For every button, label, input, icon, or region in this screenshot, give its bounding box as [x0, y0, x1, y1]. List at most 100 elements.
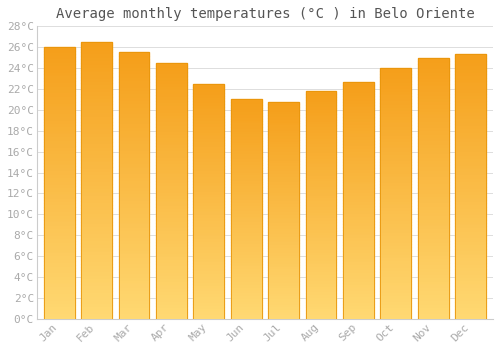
Bar	[44, 78, 74, 81]
Bar	[306, 242, 336, 245]
Bar	[81, 250, 112, 253]
Bar	[418, 133, 448, 136]
Bar	[156, 284, 186, 287]
Bar	[268, 102, 299, 319]
Bar	[343, 150, 374, 153]
Bar	[81, 63, 112, 66]
Bar	[418, 87, 448, 90]
Bar	[81, 194, 112, 198]
Bar	[343, 99, 374, 103]
Bar	[380, 140, 411, 143]
Bar	[81, 295, 112, 298]
Bar	[194, 263, 224, 266]
Bar	[44, 122, 74, 125]
Bar	[194, 216, 224, 219]
Bar	[194, 293, 224, 295]
Bar	[44, 207, 74, 210]
Bar	[380, 244, 411, 247]
Bar	[306, 122, 336, 125]
Bar	[306, 199, 336, 202]
Bar	[44, 227, 74, 231]
Bar	[194, 198, 224, 201]
Bar	[343, 313, 374, 316]
Bar	[343, 108, 374, 111]
Bar	[156, 261, 186, 265]
Bar	[156, 216, 186, 220]
Bar	[194, 287, 224, 289]
Bar	[268, 259, 299, 262]
Bar	[456, 88, 486, 91]
Bar	[418, 231, 448, 234]
Bar	[418, 120, 448, 123]
Bar	[194, 237, 224, 239]
Bar	[156, 175, 186, 178]
Bar	[194, 84, 224, 319]
Bar	[343, 82, 374, 319]
Bar	[81, 174, 112, 177]
Bar	[268, 210, 299, 213]
Bar	[156, 149, 186, 153]
Bar	[81, 264, 112, 267]
Bar	[268, 188, 299, 191]
Bar	[194, 102, 224, 104]
Bar	[268, 140, 299, 142]
Bar	[81, 215, 112, 218]
Bar	[81, 70, 112, 73]
Bar	[81, 132, 112, 135]
Bar	[156, 274, 186, 277]
Bar	[118, 52, 150, 319]
Bar	[306, 219, 336, 222]
Bar	[81, 167, 112, 170]
Bar	[456, 233, 486, 236]
Bar	[44, 217, 74, 220]
Bar	[380, 71, 411, 74]
Bar	[268, 102, 299, 319]
Bar	[118, 126, 150, 129]
Bar	[81, 277, 112, 281]
Bar	[380, 269, 411, 272]
Bar	[380, 285, 411, 288]
Bar	[118, 236, 150, 239]
Bar	[44, 214, 74, 217]
Bar	[268, 118, 299, 120]
Bar	[231, 228, 262, 231]
Bar	[44, 254, 74, 258]
Bar	[380, 218, 411, 222]
Bar	[81, 180, 112, 184]
Bar	[81, 66, 112, 70]
Bar	[456, 246, 486, 250]
Bar	[306, 288, 336, 290]
Bar	[44, 139, 74, 142]
Bar	[156, 140, 186, 143]
Bar	[81, 42, 112, 319]
Bar	[118, 212, 150, 216]
Bar	[418, 103, 448, 107]
Bar	[156, 159, 186, 162]
Bar	[306, 316, 336, 319]
Bar	[231, 182, 262, 184]
Bar	[156, 194, 186, 197]
Bar	[418, 74, 448, 77]
Bar	[231, 108, 262, 110]
Bar	[380, 300, 411, 303]
Bar	[194, 195, 224, 198]
Bar	[231, 190, 262, 193]
Bar	[456, 210, 486, 213]
Bar	[456, 223, 486, 226]
Bar	[343, 186, 374, 188]
Bar	[418, 107, 448, 110]
Bar	[380, 203, 411, 206]
Bar	[418, 71, 448, 74]
Bar	[456, 226, 486, 230]
Bar	[44, 74, 74, 78]
Bar	[343, 159, 374, 162]
Bar	[343, 165, 374, 168]
Bar	[44, 299, 74, 302]
Bar	[231, 206, 262, 209]
Bar	[268, 156, 299, 159]
Bar	[380, 278, 411, 281]
Bar	[156, 136, 186, 140]
Bar	[44, 102, 74, 105]
Bar	[118, 186, 150, 189]
Bar	[156, 63, 186, 319]
